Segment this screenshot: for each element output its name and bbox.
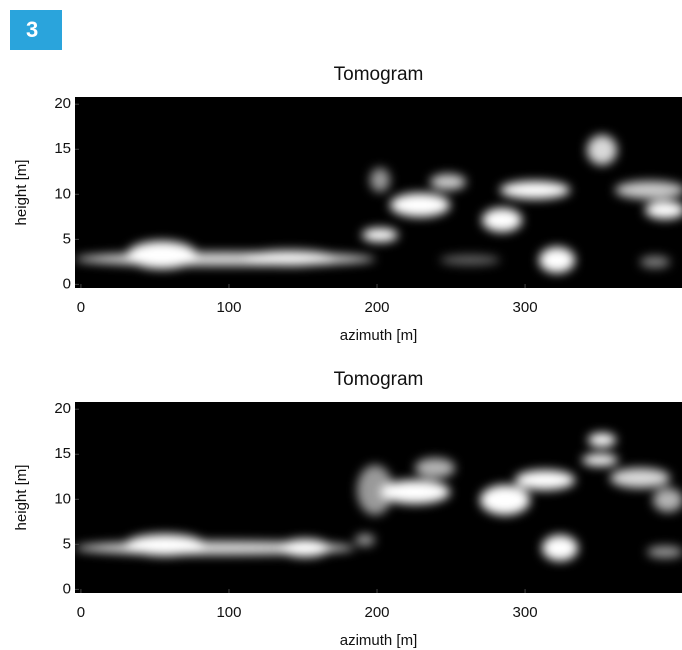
x-axis-label: azimuth [m]	[340, 327, 418, 344]
tomogram-image	[75, 135, 682, 273]
x-tick-label: 0	[77, 299, 85, 316]
x-tick-label: 0	[77, 604, 85, 621]
x-tick-label: 200	[365, 604, 390, 621]
tomogram-image	[75, 433, 682, 561]
y-tick-label: 15	[54, 445, 71, 462]
figure-label: 3	[26, 17, 38, 42]
y-tick-label: 20	[54, 400, 71, 417]
y-tick-label: 0	[63, 275, 71, 292]
chart-title: Tomogram	[334, 369, 424, 390]
figure-badge	[10, 10, 62, 50]
y-tick-label: 15	[54, 140, 71, 157]
x-tick-label: 200	[365, 299, 390, 316]
y-tick-label: 10	[54, 185, 71, 202]
y-axis-label: height [m]	[13, 465, 30, 531]
x-tick-label: 100	[216, 299, 241, 316]
x-axis-label: azimuth [m]	[340, 632, 418, 649]
x-tick-label: 300	[513, 604, 538, 621]
y-tick-label: 5	[63, 230, 71, 247]
y-tick-label: 10	[54, 490, 71, 507]
y-tick-label: 0	[63, 580, 71, 597]
chart-title: Tomogram	[334, 64, 424, 85]
y-tick-label: 20	[54, 95, 71, 112]
y-axis-label: height [m]	[13, 160, 30, 226]
x-tick-label: 100	[216, 604, 241, 621]
x-tick-label: 300	[513, 299, 538, 316]
y-tick-label: 5	[63, 535, 71, 552]
